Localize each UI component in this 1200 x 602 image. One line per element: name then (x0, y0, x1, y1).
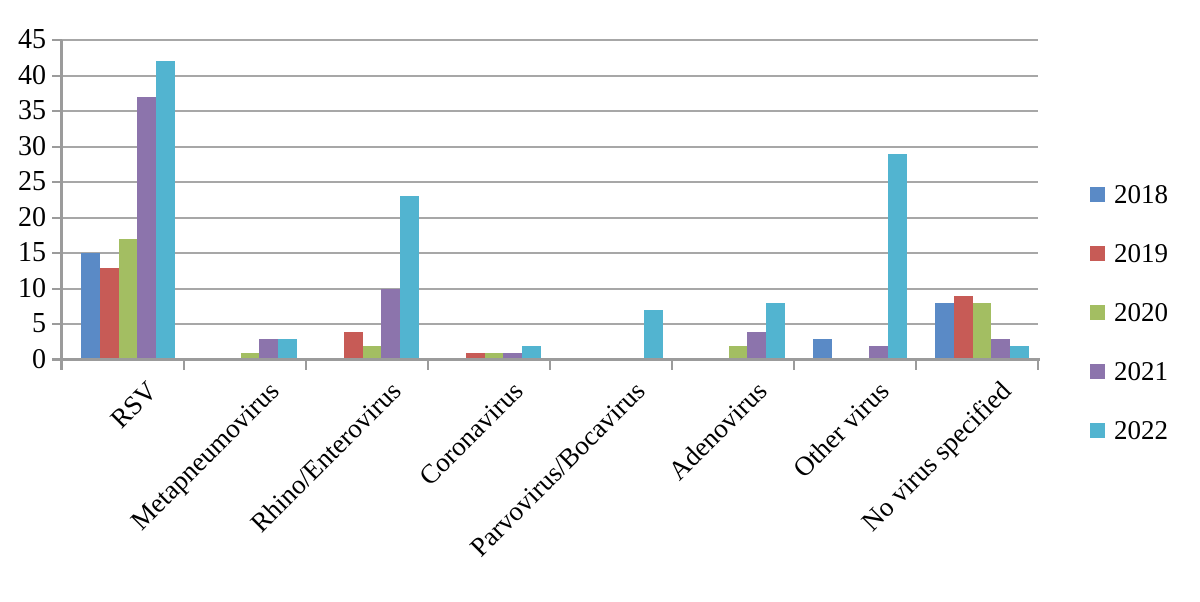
bar-2021-no-virus-specified (991, 338, 1011, 360)
gridline-35 (62, 110, 1038, 113)
legend-item-2020: 2020 (1090, 297, 1168, 327)
bar-2022-adenovirus (766, 303, 785, 360)
legend-swatch-2022 (1090, 422, 1105, 438)
x-tick-4 (549, 361, 551, 370)
y-tick-30 (52, 145, 62, 148)
legend-swatch-2020 (1090, 304, 1105, 320)
gridline-15 (62, 252, 1038, 255)
y-tick-15 (52, 252, 62, 255)
y-tick-label-20: 20 (18, 201, 46, 233)
y-tick-label-15: 15 (18, 237, 46, 269)
y-tick-label-45: 45 (18, 24, 46, 55)
bar-2020-coronavirus (484, 352, 504, 360)
y-tick-label-30: 30 (18, 130, 46, 162)
gridline-5 (62, 323, 1038, 326)
bar-2018-other-virus (813, 338, 832, 360)
legend-swatch-2021 (1090, 363, 1105, 379)
bar-2020-no-virus-specified (972, 303, 992, 360)
bar-2022-metapneumovirus (278, 338, 297, 360)
bar-2021-adenovirus (747, 331, 767, 360)
gridline-40 (62, 74, 1038, 77)
bar-2020-metapneumovirus (240, 352, 260, 360)
legend-item-2018: 2018 (1090, 179, 1168, 209)
gridline-10 (62, 287, 1038, 290)
bar-2020-adenovirus (728, 345, 748, 360)
legend-swatch-2018 (1090, 186, 1105, 202)
bar-2022-parvovirus-bocavirus (644, 310, 663, 360)
x-tick-5 (671, 361, 673, 370)
bar-2020-rhino-enterovirus (362, 345, 382, 360)
gridline-20 (62, 216, 1038, 219)
y-tick-45 (52, 39, 62, 41)
y-tick-35 (52, 110, 62, 113)
y-tick-10 (52, 287, 62, 290)
x-tick-0 (61, 361, 63, 370)
bar-2021-other-virus (869, 345, 889, 360)
y-axis-line (60, 40, 63, 370)
legend-swatch-2019 (1090, 245, 1105, 261)
y-tick-25 (52, 181, 62, 184)
gridline-25 (62, 181, 1038, 184)
bar-2019-no-virus-specified (953, 296, 973, 360)
bar-2019-rsv (99, 267, 119, 360)
bar-2022-other-virus (888, 153, 907, 360)
y-tick-label-5: 5 (32, 308, 46, 340)
legend: 2018 2019 2020 2021 2022 (1090, 181, 1168, 476)
y-tick-label-25: 25 (18, 166, 46, 198)
bar-2022-rsv (156, 61, 175, 360)
bar-2022-coronavirus (522, 345, 541, 360)
bar-2022-rhino-enterovirus (400, 196, 419, 360)
bar-2021-metapneumovirus (259, 338, 279, 360)
legend-label-2018: 2018 (1114, 179, 1168, 209)
legend-label-2019: 2019 (1114, 238, 1168, 268)
x-tick-6 (793, 361, 795, 370)
bar-2021-rhino-enterovirus (381, 288, 401, 360)
x-tick-8 (1037, 361, 1039, 370)
bar-2021-rsv (137, 96, 157, 360)
legend-item-2019: 2019 (1090, 238, 1168, 268)
bar-2019-rhino-enterovirus (343, 331, 363, 360)
x-axis-line (52, 358, 1040, 361)
bar-2018-no-virus-specified (935, 303, 954, 360)
gridline-30 (62, 145, 1038, 148)
bar-2019-coronavirus (465, 352, 485, 360)
y-tick-label-10: 10 (18, 272, 46, 304)
x-tick-2 (305, 361, 307, 370)
legend-label-2021: 2021 (1114, 356, 1168, 386)
bar-2020-rsv (118, 239, 138, 360)
legend-item-2022: 2022 (1090, 415, 1168, 445)
y-tick-5 (52, 323, 62, 326)
legend-label-2020: 2020 (1114, 297, 1168, 327)
legend-label-2022: 2022 (1114, 415, 1168, 445)
y-tick-label-0: 0 (32, 344, 46, 375)
bar-2018-rsv (81, 253, 100, 360)
x-tick-7 (915, 361, 917, 370)
bar-2021-coronavirus (503, 352, 523, 360)
legend-item-2021: 2021 (1090, 356, 1168, 386)
gridline-45 (62, 39, 1038, 41)
x-tick-3 (427, 361, 429, 370)
x-tick-1 (183, 361, 185, 370)
y-tick-label-40: 40 (18, 59, 46, 91)
bar-2022-no-virus-specified (1010, 345, 1029, 360)
y-tick-40 (52, 74, 62, 77)
y-tick-20 (52, 216, 62, 219)
y-tick-label-35: 35 (18, 95, 46, 127)
